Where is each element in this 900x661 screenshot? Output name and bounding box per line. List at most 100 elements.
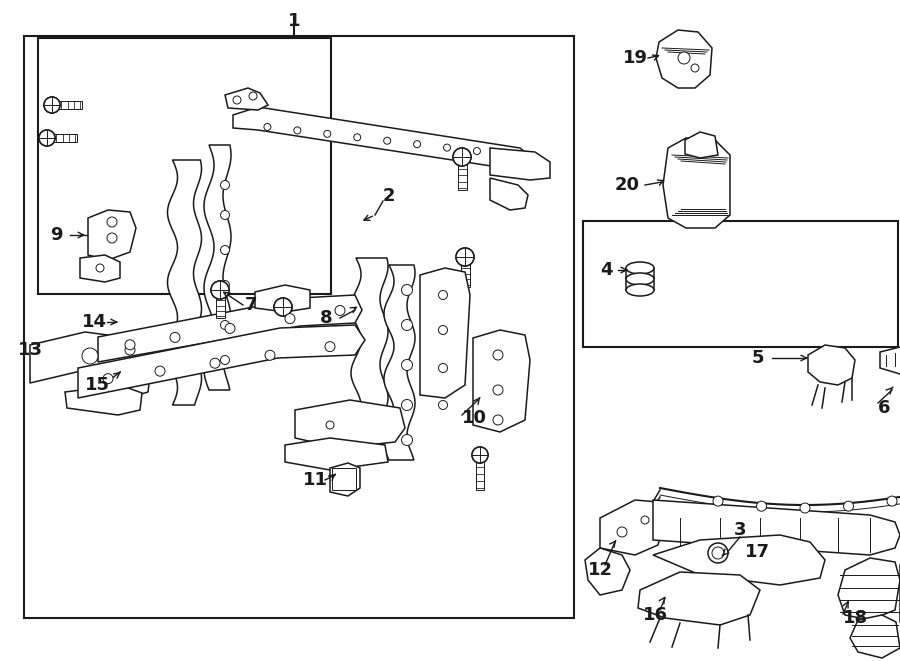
Circle shape xyxy=(220,210,230,219)
Polygon shape xyxy=(285,438,388,470)
Polygon shape xyxy=(457,157,466,190)
Text: 18: 18 xyxy=(843,609,868,627)
Circle shape xyxy=(220,321,230,329)
Circle shape xyxy=(493,415,503,425)
Circle shape xyxy=(473,147,481,155)
Circle shape xyxy=(82,348,98,364)
Text: 10: 10 xyxy=(462,409,487,427)
Ellipse shape xyxy=(626,262,654,274)
Circle shape xyxy=(472,447,488,463)
Polygon shape xyxy=(225,88,268,110)
Polygon shape xyxy=(476,455,484,490)
Polygon shape xyxy=(80,255,120,282)
Circle shape xyxy=(324,130,331,137)
Bar xyxy=(583,221,898,347)
Circle shape xyxy=(210,358,220,368)
Circle shape xyxy=(96,264,104,272)
Polygon shape xyxy=(65,385,142,415)
Circle shape xyxy=(383,137,391,144)
Polygon shape xyxy=(351,258,388,455)
Circle shape xyxy=(294,127,301,134)
Circle shape xyxy=(44,97,60,113)
Circle shape xyxy=(456,248,474,266)
Polygon shape xyxy=(204,145,231,390)
Circle shape xyxy=(401,284,412,295)
Circle shape xyxy=(472,447,488,463)
Circle shape xyxy=(493,385,503,395)
Circle shape xyxy=(285,313,295,324)
Polygon shape xyxy=(880,347,900,374)
Polygon shape xyxy=(384,265,415,460)
Text: 9: 9 xyxy=(50,226,62,244)
Circle shape xyxy=(264,124,271,130)
Polygon shape xyxy=(215,290,224,318)
Circle shape xyxy=(712,547,724,559)
Circle shape xyxy=(220,280,230,290)
Polygon shape xyxy=(473,330,530,432)
Text: 5: 5 xyxy=(752,349,764,367)
Polygon shape xyxy=(656,30,712,88)
Circle shape xyxy=(220,180,230,190)
Polygon shape xyxy=(585,548,630,595)
Circle shape xyxy=(444,144,451,151)
Circle shape xyxy=(708,543,728,563)
Circle shape xyxy=(438,325,447,334)
Circle shape xyxy=(641,516,649,524)
Circle shape xyxy=(843,501,853,511)
Text: 4: 4 xyxy=(600,261,613,279)
Circle shape xyxy=(691,64,699,72)
Polygon shape xyxy=(808,345,855,385)
Bar xyxy=(332,468,356,490)
Circle shape xyxy=(265,350,275,360)
Circle shape xyxy=(233,96,241,104)
Circle shape xyxy=(155,366,165,376)
Circle shape xyxy=(125,345,135,355)
Text: 19: 19 xyxy=(623,49,648,67)
Circle shape xyxy=(211,281,229,299)
Polygon shape xyxy=(278,307,287,337)
Polygon shape xyxy=(80,368,150,398)
Polygon shape xyxy=(98,295,362,362)
Circle shape xyxy=(103,373,113,383)
Polygon shape xyxy=(663,138,730,228)
Circle shape xyxy=(39,130,55,146)
Polygon shape xyxy=(52,101,82,108)
Circle shape xyxy=(401,319,412,330)
Circle shape xyxy=(617,527,627,537)
Circle shape xyxy=(438,364,447,373)
Circle shape xyxy=(249,92,257,100)
Circle shape xyxy=(274,298,292,316)
Text: 12: 12 xyxy=(588,561,613,579)
Polygon shape xyxy=(78,325,365,398)
Text: 15: 15 xyxy=(85,376,110,394)
Bar xyxy=(24,36,574,618)
Circle shape xyxy=(335,305,345,315)
Circle shape xyxy=(453,148,471,166)
Circle shape xyxy=(325,342,335,352)
Circle shape xyxy=(438,401,447,410)
Circle shape xyxy=(401,360,412,371)
Circle shape xyxy=(678,52,690,64)
Text: 20: 20 xyxy=(615,176,640,194)
Polygon shape xyxy=(461,257,470,287)
Circle shape xyxy=(170,332,180,342)
Polygon shape xyxy=(490,178,528,210)
Circle shape xyxy=(401,434,412,446)
Circle shape xyxy=(887,496,897,506)
Polygon shape xyxy=(255,285,310,312)
Circle shape xyxy=(39,130,55,146)
Polygon shape xyxy=(295,400,405,448)
Circle shape xyxy=(220,356,230,364)
Circle shape xyxy=(44,97,60,113)
Polygon shape xyxy=(685,132,718,158)
Text: 14: 14 xyxy=(82,313,107,331)
Polygon shape xyxy=(233,107,535,172)
Circle shape xyxy=(438,290,447,299)
Polygon shape xyxy=(600,500,665,555)
Circle shape xyxy=(456,248,474,266)
Circle shape xyxy=(414,141,420,147)
Circle shape xyxy=(800,503,810,513)
Text: 7: 7 xyxy=(245,296,257,314)
Polygon shape xyxy=(653,535,825,585)
Polygon shape xyxy=(490,148,550,180)
